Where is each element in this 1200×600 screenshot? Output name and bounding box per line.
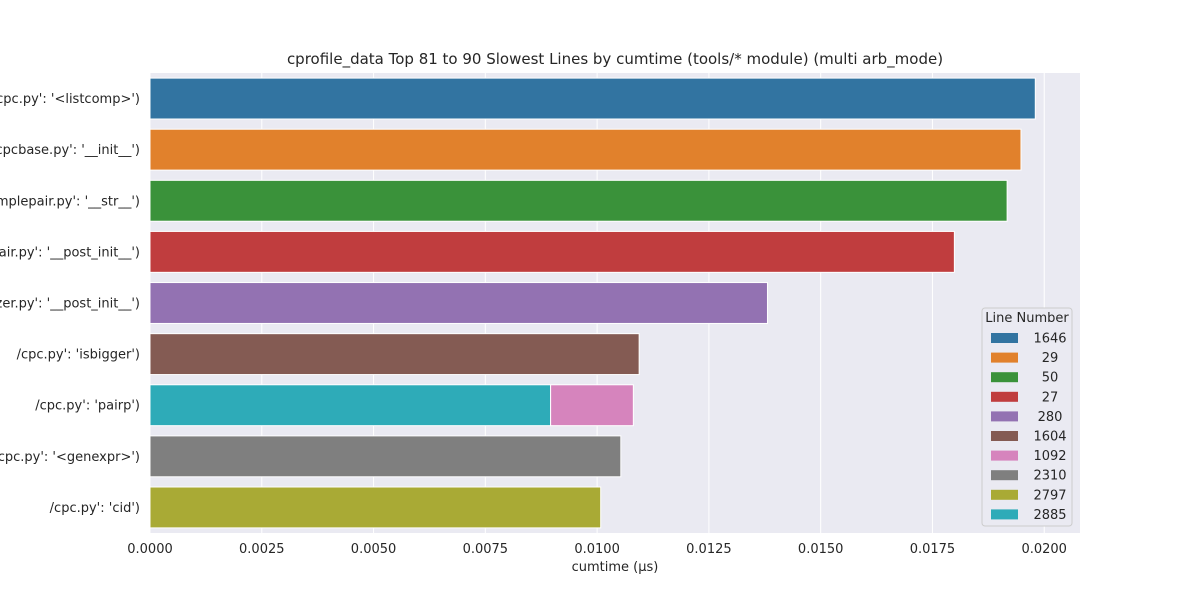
legend-label: 1092 [1033,449,1066,464]
x-tick-label: 0.0175 [910,542,956,557]
legend-swatch-2797 [991,489,1018,500]
legend-swatch-27 [991,391,1018,402]
legend-swatch-29 [991,352,1018,363]
y-tick-label: /cpc.py': '<listcomp>') [0,92,140,107]
y-tick-label: implepair.py': '__str__') [0,194,140,209]
legend: Line Number 1646 29 50 27 280 1604 1092 2310 279… [981,307,1073,527]
bar-1604 [149,333,640,376]
bar-50 [149,179,1008,222]
bar-27 [149,230,955,273]
legend-label: 280 [1038,410,1063,425]
bar-2797 [149,486,602,529]
legend-title: Line Number [985,311,1069,326]
legend-label: 1604 [1033,430,1066,445]
bar-280 [149,282,768,324]
y-tick-label: /cpc.py': 'pairp') [35,399,140,414]
legend-label: 2310 [1033,469,1066,484]
y-tick-label: /cpc.py': '<genexpr>') [0,450,140,465]
legend-label: 1646 [1033,332,1066,347]
y-tick-label: /cpcbase.py': '__init__') [0,143,140,158]
bar-2310 [149,435,622,478]
bar-1092 [550,384,634,427]
x-tick-label: 0.0125 [686,542,732,557]
legend-label: 50 [1042,371,1059,386]
chart-title: cprofile_data Top 81 to 90 Slowest Lines… [287,50,943,69]
legend-swatch-1604 [991,431,1018,441]
y-tick-label: /cpc.py': 'isbigger') [17,348,140,363]
legend-swatch-2310 [991,470,1018,481]
x-tick-label: 0.0025 [239,542,285,557]
bars [149,77,1036,529]
y-tick-label: pair.py': '__post_init__') [0,245,140,260]
y-tick-label: zer.py': '__post_init__') [0,297,140,312]
x-tick-label: 0.0000 [127,542,173,557]
x-tick-label: 0.0075 [463,542,509,557]
legend-swatch-280 [991,411,1018,422]
legend-label: 27 [1042,390,1059,405]
bar-1646 [149,77,1036,120]
bar-2885 [149,384,552,427]
y-tick-label: /cpc.py': 'cid') [50,501,140,516]
legend-label: 2797 [1033,488,1066,503]
y-tick-labels: /cpc.py': '<listcomp>') /cpcbase.py': '__… [0,92,140,516]
legend-swatch-1646 [991,333,1018,343]
legend-items: 1646 29 50 27 280 1604 1092 2310 2797 2885 [991,332,1067,523]
legend-swatch-1092 [991,450,1018,461]
x-axis-title: cumtime (µs) [572,560,659,575]
legend-swatch-2885 [991,509,1018,520]
x-tick-labels: 0.0000 0.0025 0.0050 0.0075 0.0100 0.0125 0.01… [127,542,1067,557]
x-tick-label: 0.0050 [351,542,397,557]
legend-swatch-50 [991,372,1018,383]
bar-29 [149,128,1022,171]
x-tick-label: 0.0150 [798,542,844,557]
x-tick-label: 0.0100 [574,542,620,557]
legend-label: 2885 [1033,508,1066,523]
legend-label: 29 [1042,351,1059,366]
x-tick-label: 0.0200 [1021,542,1067,557]
